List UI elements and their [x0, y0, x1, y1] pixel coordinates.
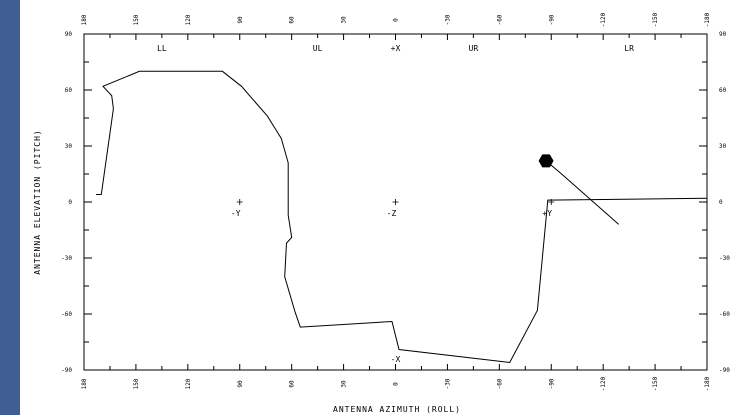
body-axis-marker [392, 199, 399, 205]
antenna-mask-line [96, 70, 708, 364]
y-axis-label: ANTENNA ELEVATION (PITCH) [33, 129, 42, 274]
x-tick-label-bottom: 0 [393, 382, 400, 386]
annotations: LL UL +X UR LR -Y -Z +Y -X [157, 44, 634, 364]
body-axis-label: -Y [231, 209, 241, 218]
x-tick-label-top: 120 [185, 14, 192, 25]
x-tick-label-top: 150 [133, 14, 140, 25]
trajectory-line [545, 160, 620, 225]
x-tick-label-bottom: -90 [548, 378, 555, 389]
x-tick-label-top: 60 [289, 16, 296, 24]
body-axis-label: -X [391, 355, 401, 364]
y-tick-label-left: -60 [61, 311, 72, 318]
quadrant-label: UL [313, 44, 323, 53]
x-tick-label-bottom: 120 [185, 378, 192, 389]
x-axis-label: ANTENNA AZIMUTH (ROLL) [333, 405, 461, 414]
y-tick-label-right: -90 [719, 367, 730, 374]
x-tick-label-bottom: 90 [237, 380, 244, 388]
x-tick-label-top: 30 [341, 16, 348, 24]
quadrant-label: LL [157, 44, 167, 53]
quadrant-label: +X [391, 44, 401, 53]
x-tick-label-bottom: -180 [704, 376, 711, 391]
tick-marks [83, 33, 708, 371]
x-tick-label-bottom: -60 [496, 378, 503, 389]
x-tick-label-top: -150 [652, 12, 659, 27]
x-tick-label-top: -120 [600, 12, 607, 27]
y-tick-label-right: 0 [719, 199, 723, 206]
x-tick-label-top: 90 [237, 16, 244, 24]
y-tick-label-right: 60 [719, 87, 727, 94]
y-tick-label-right: -30 [719, 255, 730, 262]
x-tick-label-bottom: 60 [289, 380, 296, 388]
x-tick-label-bottom: 180 [81, 378, 88, 389]
chart-background [20, 0, 733, 415]
x-tick-label-bottom: 150 [133, 378, 140, 389]
tick-labels: 180 180 150 150 120 120 90 90 60 60 30 30 0 0 -30 -30 -6… [61, 12, 730, 391]
body-axis-label: +Y [542, 209, 552, 218]
quadrant-label: LR [624, 44, 634, 53]
y-tick-label-right: 30 [719, 143, 727, 150]
body-axis-label: -Z [387, 209, 397, 218]
quadrant-label: UR [469, 44, 479, 53]
x-tick-label-bottom: -30 [444, 378, 451, 389]
body-axis-marker [236, 199, 243, 205]
x-tick-label-top: -60 [496, 14, 503, 25]
y-tick-label-left: 90 [65, 31, 73, 38]
x-tick-label-bottom: -150 [652, 376, 659, 391]
body-axis-marker [548, 199, 555, 205]
y-tick-label-left: 30 [65, 143, 73, 150]
y-tick-label-right: 90 [719, 31, 727, 38]
x-tick-label-top: 0 [393, 18, 400, 22]
x-tick-label-bottom: 30 [341, 380, 348, 388]
x-tick-label-top: -90 [548, 14, 555, 25]
x-tick-label-top: -180 [704, 12, 711, 27]
x-tick-label-top: -30 [444, 14, 451, 25]
y-tick-label-left: 0 [68, 199, 72, 206]
y-tick-label-left: -30 [61, 255, 72, 262]
x-tick-label-top: 180 [81, 14, 88, 25]
satellite-hexagon-marker [538, 154, 554, 168]
y-tick-label-left: -90 [61, 367, 72, 374]
y-tick-label-left: 60 [65, 87, 73, 94]
series-lines [96, 70, 708, 364]
y-tick-label-right: -60 [719, 311, 730, 318]
x-tick-label-bottom: -120 [600, 376, 607, 391]
